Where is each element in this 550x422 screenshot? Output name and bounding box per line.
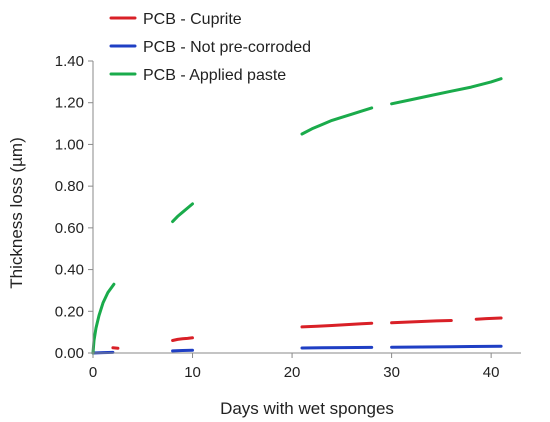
y-tick-label: 0.20 [55, 303, 84, 320]
x-tick-label: 40 [483, 364, 500, 381]
x-tick-label: 20 [284, 364, 301, 381]
series-line-segment [390, 319, 453, 325]
x-tick-label: 10 [184, 364, 201, 381]
series-line-segment [390, 344, 503, 349]
y-ticks: 0.00 0.20 0.40 0.60 0.80 1.00 1.20 1.40 [55, 53, 93, 362]
y-tick-label: 1.00 [55, 136, 84, 153]
legend: PCB - Cuprite PCB - Not pre-corroded PCB -… [109, 11, 311, 84]
x-tick-label: 30 [383, 364, 400, 381]
x-tick-label: 0 [89, 364, 97, 381]
y-axis-title: Thickness loss (µm) [7, 137, 26, 288]
y-tick-label: 0.00 [55, 345, 84, 362]
series-line-segment [300, 106, 374, 136]
series-line-segment [171, 202, 194, 224]
y-tick-label: 1.40 [55, 53, 84, 70]
y-tick-label: 0.40 [55, 262, 84, 279]
y-tick-label: 0.80 [55, 178, 84, 195]
series-0 [111, 316, 503, 350]
series-line-segment [474, 316, 503, 321]
series-layer [91, 77, 503, 355]
series-line-segment [300, 345, 374, 350]
series-line-segment [171, 336, 194, 342]
series-line-segment [91, 282, 116, 355]
series-line-segment [171, 348, 194, 353]
legend-label: PCB - Not pre-corroded [143, 39, 311, 56]
legend-label: PCB - Applied paste [143, 67, 286, 84]
legend-label: PCB - Cuprite [143, 11, 242, 28]
axes [92, 61, 521, 354]
x-ticks: 0 10 20 30 40 [89, 353, 500, 381]
x-axis-title: Days with wet sponges [220, 399, 394, 418]
series-line-segment [390, 77, 503, 106]
y-tick-label: 1.20 [55, 95, 84, 112]
series-line-segment [300, 321, 374, 329]
series-1 [91, 344, 503, 355]
y-tick-label: 0.60 [55, 220, 84, 237]
series-2 [91, 77, 503, 355]
